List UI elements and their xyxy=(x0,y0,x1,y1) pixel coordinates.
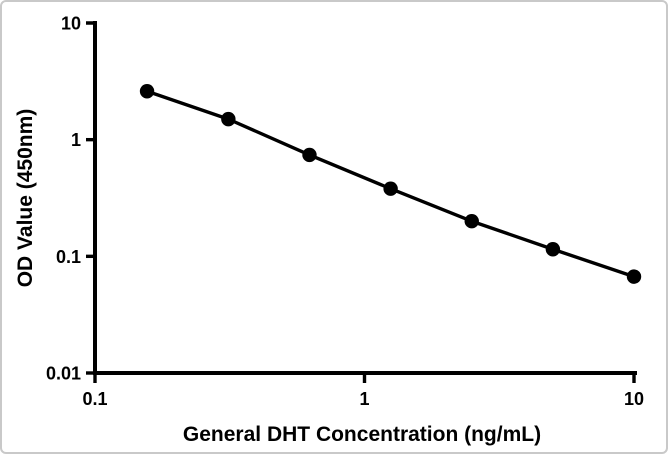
data-point-marker xyxy=(221,111,236,127)
data-point-marker xyxy=(545,242,561,257)
y-tick-label: 1 xyxy=(71,130,81,150)
y-tick-label: 10 xyxy=(61,14,81,34)
data-point-marker xyxy=(383,181,398,196)
y-tick-label: 0.1 xyxy=(56,247,81,267)
x-tick-label: 1 xyxy=(359,389,369,409)
x-tick-label: 0.1 xyxy=(82,389,107,409)
y-axis-title: OD Value (450nm) xyxy=(14,109,37,288)
y-tick-label: 0.01 xyxy=(46,364,81,384)
data-series xyxy=(139,84,642,284)
x-axis-title: General DHT Concentration (ng/mL) xyxy=(183,423,541,446)
data-point-marker xyxy=(139,84,155,99)
data-point-marker xyxy=(626,269,642,284)
data-point-marker xyxy=(464,214,479,229)
x-tick-label: 10 xyxy=(624,389,644,409)
data-point-marker xyxy=(302,147,317,163)
